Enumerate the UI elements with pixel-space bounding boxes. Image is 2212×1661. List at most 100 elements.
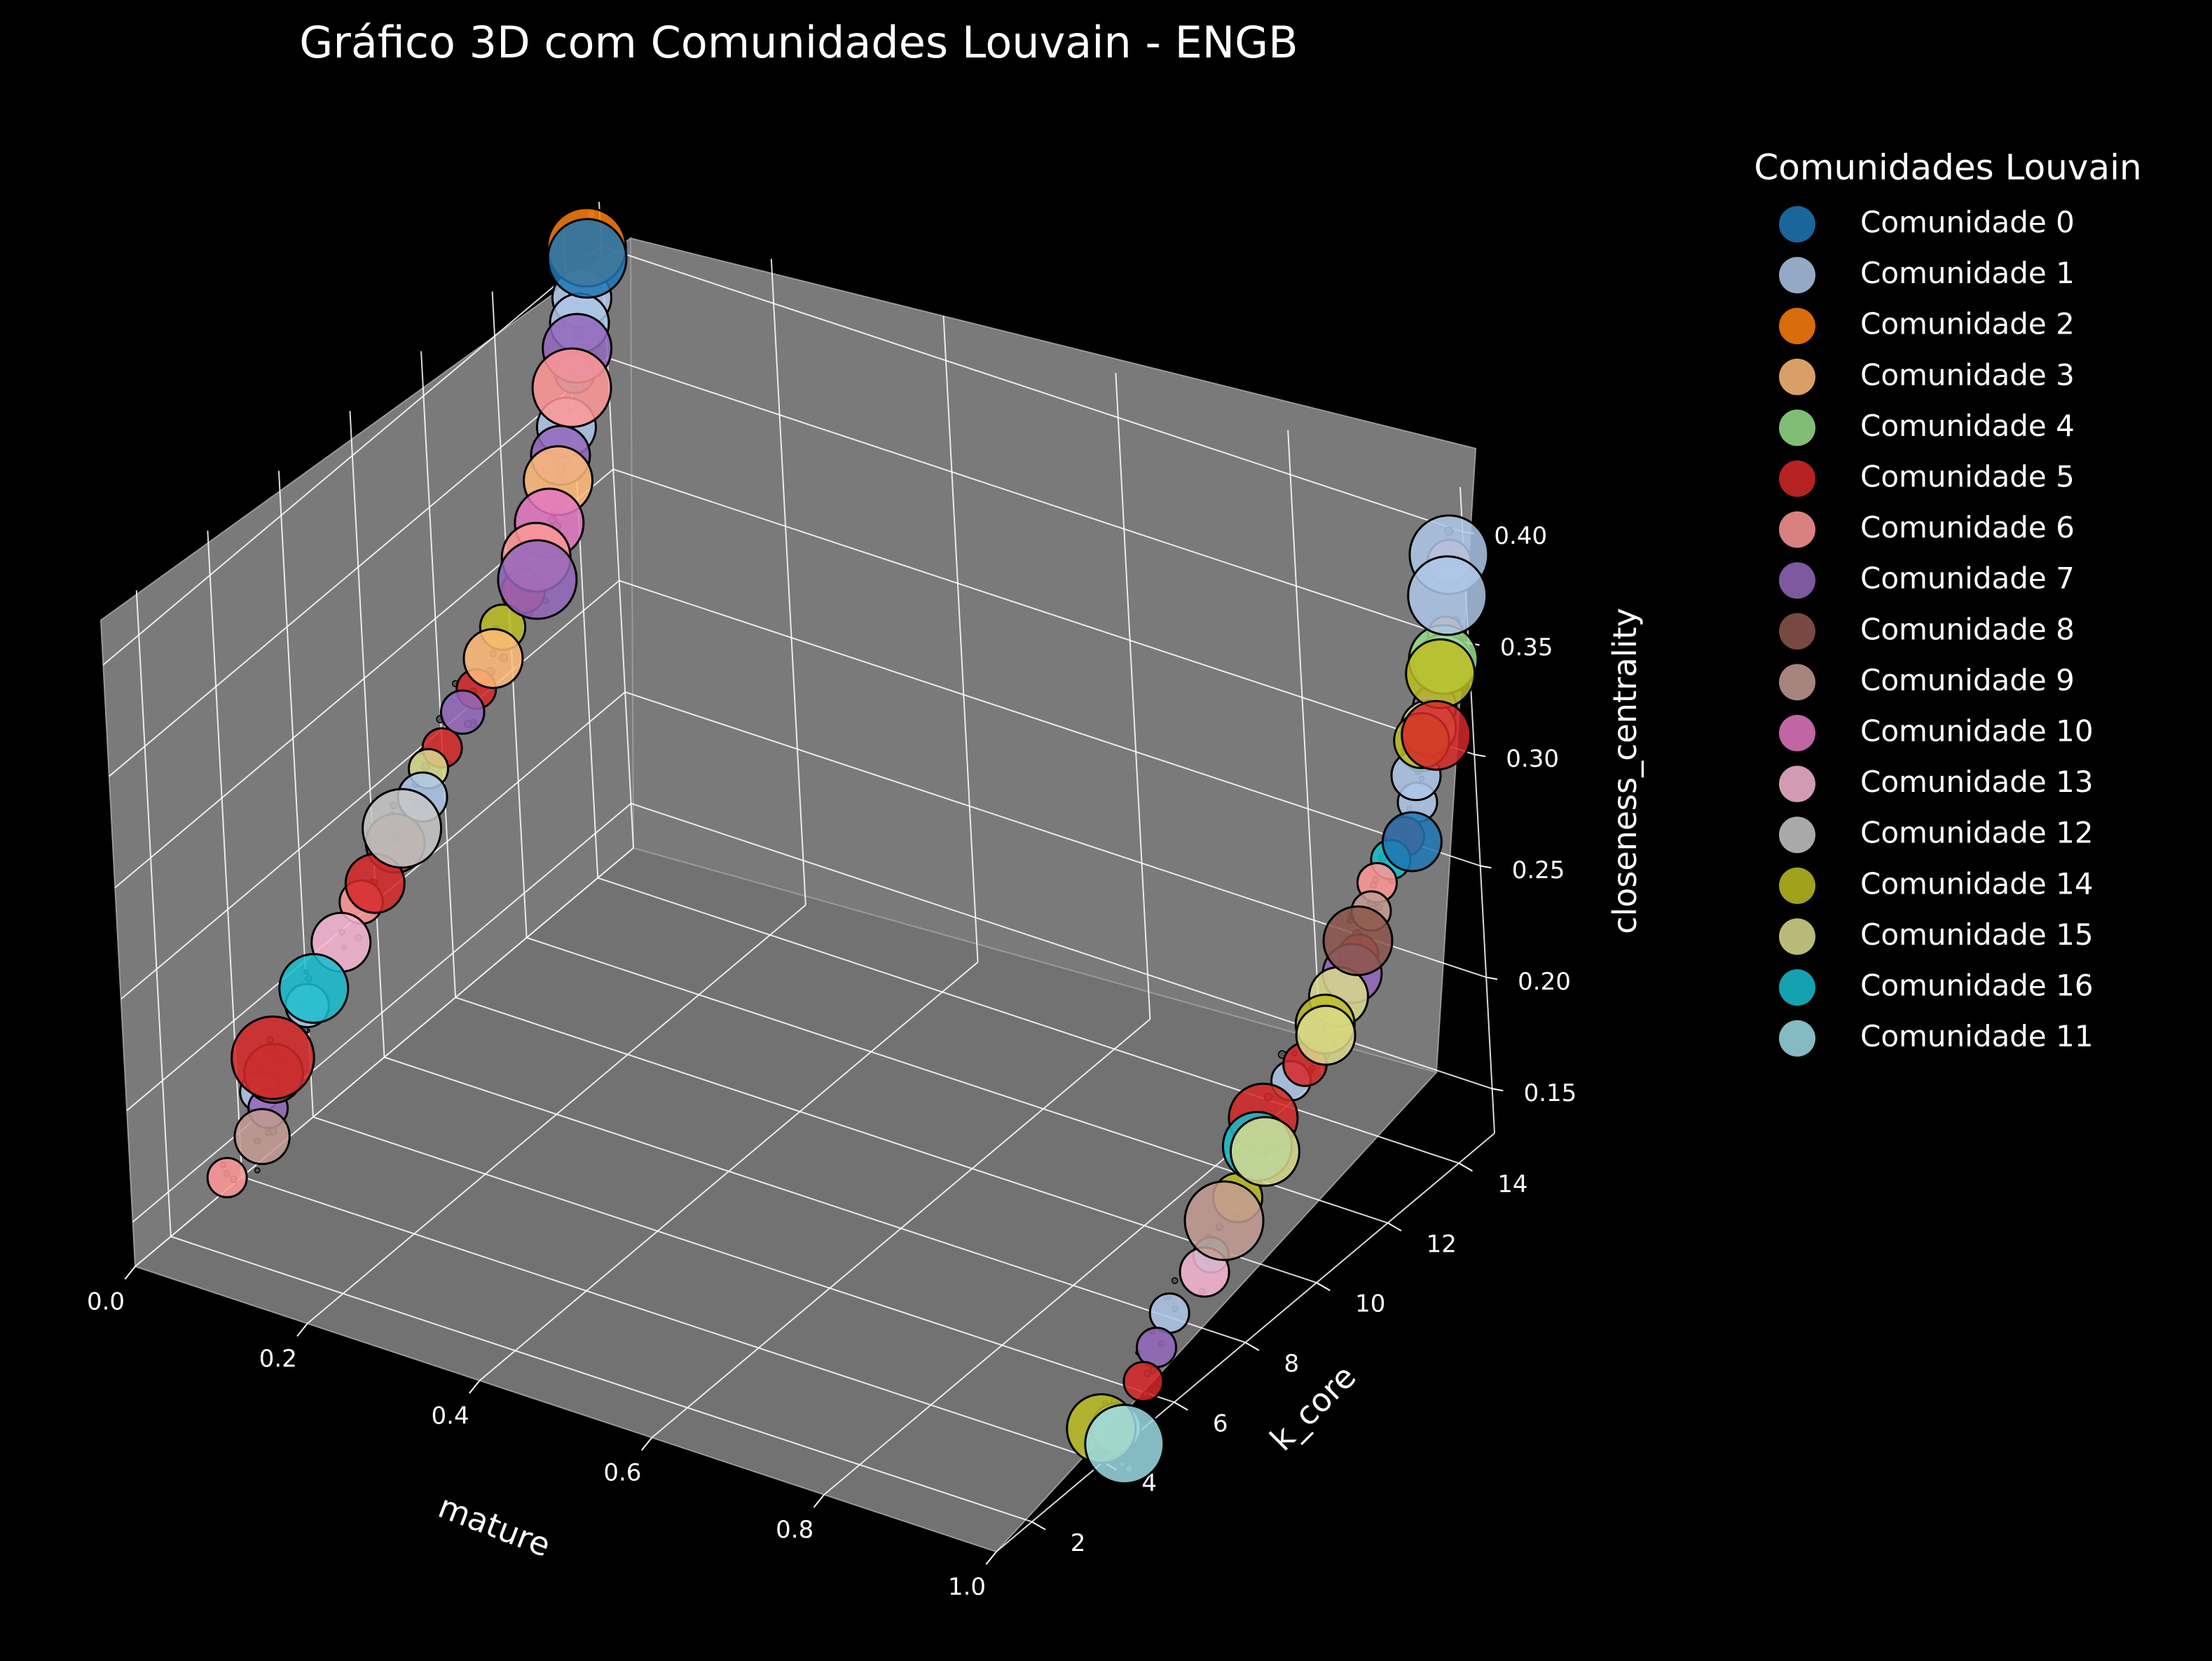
legend-label: Comunidade 3: [1860, 357, 2075, 392]
legend-entry: Comunidade 14: [1779, 866, 2094, 904]
legend-entry: Comunidade 4: [1779, 409, 2075, 446]
legend-label: Comunidade 13: [1860, 765, 2094, 799]
legend-swatch: [1779, 1020, 1815, 1057]
y-tick-label: 10: [1355, 1290, 1385, 1318]
community-point: [547, 218, 628, 299]
z-tick-label: 0.25: [1512, 856, 1565, 884]
community-point: [362, 788, 443, 869]
legend-swatch: [1779, 918, 1815, 955]
gridline-x: [1287, 430, 1324, 1076]
legend-entry: Comunidade 5: [1779, 460, 2075, 497]
gridline-z: [102, 245, 603, 666]
legend-label: Comunidade 7: [1860, 561, 2075, 596]
legend: Comunidades Louvain Comunidade 0Comunida…: [1754, 147, 2142, 1057]
gridline-y: [349, 411, 385, 1058]
legend-swatch: [1779, 664, 1815, 701]
legend-label: Comunidade 6: [1860, 510, 2075, 545]
small-node-point: [1171, 1277, 1179, 1285]
community-point: [1084, 1403, 1165, 1484]
y-tick-label-mark: [1031, 1521, 1046, 1531]
chart-title: Gráfico 3D com Comunidades Louvain - ENG…: [299, 17, 1298, 68]
community-point: [1405, 638, 1476, 709]
z-tick-label-mark: [1474, 753, 1486, 758]
z-tick-label: 0.30: [1506, 745, 1559, 773]
x-tick-label-mark: [296, 1322, 308, 1337]
legend-swatch: [1779, 308, 1815, 345]
gridline-x: [1115, 373, 1151, 1020]
legend-label: Comunidade 10: [1860, 714, 2094, 749]
legend-label: Comunidade 8: [1860, 612, 2075, 646]
legend-label: Comunidade 2: [1860, 307, 2075, 341]
gridline-z: [601, 245, 1463, 533]
legend-items: Comunidade 0 Comunidade 1 Comunidade 2 Comu…: [1779, 205, 2094, 1057]
gridline-x: [942, 315, 979, 962]
small-node-point: [254, 1167, 261, 1174]
community-point: [278, 952, 350, 1024]
y-tick-label-mark: [1244, 1341, 1260, 1351]
community-point: [1183, 1180, 1265, 1262]
z-axis-label: closeness_centrality: [1606, 608, 1644, 934]
gridline-z: [607, 357, 1469, 644]
legend-label: Comunidade 14: [1860, 866, 2094, 901]
gridline-x: [770, 259, 806, 905]
community-point: [1381, 811, 1443, 873]
community-point: [1407, 555, 1488, 636]
gridline-y: [135, 590, 172, 1237]
data-points: [206, 207, 1490, 1484]
legend-entry: Comunidade 9: [1779, 663, 2075, 701]
gridline-y: [170, 1236, 1033, 1523]
legend-swatch: [1779, 765, 1815, 802]
legend-entry: Comunidade 8: [1779, 612, 2075, 650]
community-point: [231, 1015, 315, 1100]
y-tick-label: 8: [1284, 1350, 1300, 1378]
z-tick-label: 0.20: [1518, 968, 1571, 996]
x-tick-label: 0.4: [432, 1402, 469, 1430]
x-tick-label: 0.2: [259, 1345, 297, 1373]
legend-swatch: [1779, 613, 1815, 650]
legend-swatch: [1779, 511, 1815, 548]
community-point: [1401, 699, 1472, 771]
grid-lines: [102, 201, 1495, 1552]
legend-swatch: [1779, 358, 1815, 395]
gridline-y: [242, 1176, 1104, 1463]
z-tick-label: 0.40: [1494, 522, 1547, 550]
z-tick-label-mark: [1492, 1088, 1504, 1092]
legend-entry: Comunidade 15: [1779, 917, 2094, 955]
y-tick-label-mark: [1316, 1282, 1331, 1292]
legend-label: Comunidade 15: [1860, 917, 2094, 952]
legend-entry: Comunidade 16: [1779, 969, 2094, 1006]
legend-swatch: [1779, 816, 1815, 854]
legend-swatch: [1779, 969, 1815, 1006]
legend-swatch: [1779, 409, 1815, 446]
legend-title: Comunidades Louvain: [1754, 147, 2141, 188]
legend-label: Comunidade 0: [1860, 205, 2075, 240]
x-tick-label-mark: [985, 1551, 997, 1565]
x-tick-label-mark: [469, 1380, 481, 1394]
x-axis-label: mature: [433, 1487, 556, 1564]
legend-swatch: [1779, 206, 1815, 242]
community-point: [206, 1156, 248, 1198]
legend-label: Comunidade 5: [1860, 460, 2075, 494]
y-tick-label-mark: [1458, 1162, 1473, 1172]
community-point: [439, 689, 486, 735]
gridline-y: [597, 877, 1459, 1164]
x-tick-label-mark: [124, 1266, 136, 1280]
legend-swatch: [1779, 257, 1815, 294]
z-tick-label-mark: [1480, 865, 1492, 869]
community-point: [497, 539, 578, 620]
community-point: [1295, 1004, 1356, 1066]
x-tick-label-mark: [813, 1493, 825, 1508]
legend-swatch: [1779, 460, 1815, 497]
y-tick-label: 14: [1497, 1170, 1527, 1198]
legend-entry: Comunidade 3: [1779, 357, 2075, 395]
community-point: [1229, 1116, 1300, 1187]
community-point: [233, 1107, 291, 1166]
legend-label: Comunidade 16: [1860, 969, 2094, 1003]
x-tick-label: 0.6: [603, 1459, 641, 1487]
axis-panes: [99, 237, 1477, 1553]
x-tick-label-mark: [640, 1437, 653, 1451]
legend-entry: Comunidade 7: [1779, 561, 2075, 599]
legend-label: Comunidade 12: [1860, 816, 2094, 850]
axis-ticks: 0.00.20.40.60.81.024681012140.150.200.25…: [87, 522, 1576, 1601]
